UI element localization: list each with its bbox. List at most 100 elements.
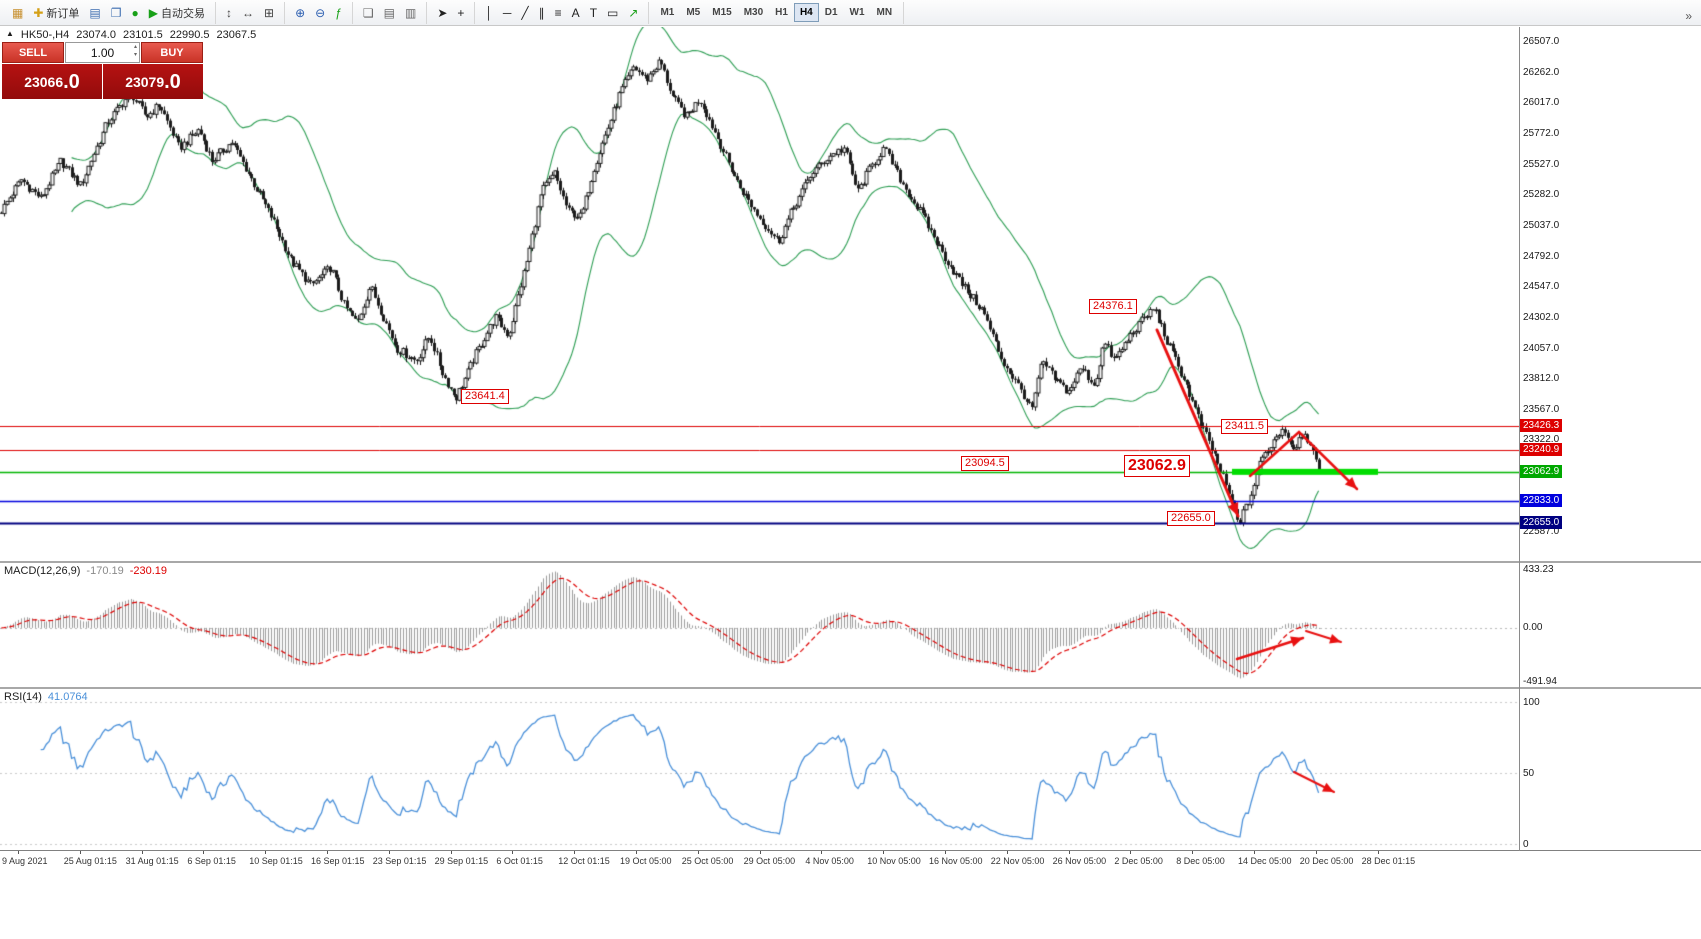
horizontal-line-tool-icon: ─ xyxy=(502,5,512,20)
market-watch-icon: ▤ xyxy=(89,5,101,20)
timeframe-mn[interactable]: MN xyxy=(876,7,893,18)
vertical-line-tool-icon: │ xyxy=(485,5,493,20)
arrow-tool-button[interactable]: ↗ xyxy=(623,2,643,24)
crosshair-tool-icon: + xyxy=(457,5,465,20)
web-trading-icon: ● xyxy=(131,5,139,20)
pane-separator[interactable] xyxy=(0,561,1701,563)
price-annotation[interactable]: 23641.4 xyxy=(461,389,509,404)
trendline-tool-button[interactable]: ╱ xyxy=(516,2,533,24)
sell-price-frac: .0 xyxy=(63,70,80,93)
price-annotation[interactable]: 23411.5 xyxy=(1221,419,1268,434)
shapes-tool-button[interactable]: ▭ xyxy=(602,2,623,24)
zoom-out-button[interactable]: ⊖ xyxy=(310,2,330,24)
main-toolbar: ▦ ✚ 新订单 ▤ ❐ ● ▶ 自动交易 ↕ ↔ ⊞ ⊕ ⊖ ƒ ❏ ▤ ▥ ➤ + │ ─ ╱ ∥ ≡ A T ▭ ↗ M1 M5 M15… xyxy=(0,0,1701,26)
new-chart-button[interactable]: ▦ xyxy=(7,2,28,24)
crosshair-tool-button[interactable]: + xyxy=(452,2,469,24)
indicators-button[interactable]: ƒ xyxy=(330,2,347,24)
label-tool-button[interactable]: T xyxy=(585,2,602,24)
sell-price-main: 23066 xyxy=(24,73,64,90)
timeframe-w1[interactable]: W1 xyxy=(849,7,865,18)
market-watch-button[interactable]: ▤ xyxy=(84,2,105,24)
auto-trading-icon: ▶ xyxy=(148,5,158,20)
buy-button[interactable]: BUY xyxy=(141,42,203,63)
grid-toggle-button[interactable]: ⊞ xyxy=(259,2,279,24)
tile-horizontally-button[interactable]: ▤ xyxy=(379,2,400,24)
channel-tool-button[interactable]: ∥ xyxy=(534,2,550,24)
macd-indicator-canvas[interactable] xyxy=(0,563,1519,687)
chart-ohlc-header: ▲ HK50-,H4 23074.0 23101.5 22990.5 23067… xyxy=(6,29,256,41)
spin-down-icon[interactable]: ▾ xyxy=(133,52,137,58)
symbol-marker-icon: ▲ xyxy=(6,29,14,38)
timeframe-m15[interactable]: M15 xyxy=(712,7,732,18)
auto-scale-icon: ↕ xyxy=(226,5,232,20)
channel-tool-icon: ∥ xyxy=(538,5,545,20)
rsi-name: RSI(14) xyxy=(4,691,42,703)
toolbar-overflow-button[interactable]: » xyxy=(1685,9,1692,23)
time-scale[interactable] xyxy=(0,851,1701,872)
rsi-value: 41.0764 xyxy=(47,691,88,703)
timeframe-d1[interactable]: D1 xyxy=(824,7,838,18)
arrow-tool-icon: ↗ xyxy=(628,5,639,20)
sell-price-button[interactable]: 23066 .0 xyxy=(2,64,102,99)
toolbar-group: ▦ ✚ 新订单 ▤ ❐ ● ▶ 自动交易 xyxy=(2,1,216,24)
ohlc-close: 23067.5 xyxy=(216,29,257,41)
zoom-in-icon: ⊕ xyxy=(295,5,306,20)
shapes-tool-icon: ▭ xyxy=(607,5,619,20)
ohlc-high: 23101.5 xyxy=(122,29,163,41)
price-scale[interactable] xyxy=(1520,27,1701,850)
zoom-in-button[interactable]: ⊕ xyxy=(290,2,310,24)
macd-value: -170.19 xyxy=(86,565,124,577)
horizontal-line-tool-button[interactable]: ─ xyxy=(498,2,517,24)
vertical-line-tool-button[interactable]: │ xyxy=(480,2,498,24)
price-annotation[interactable]: 24376.1 xyxy=(1089,299,1137,314)
macd-indicator-label: MACD(12,26,9) -170.19 -230.19 xyxy=(4,565,167,577)
volume-input[interactable]: 1.00 ▴ ▾ xyxy=(65,42,140,63)
fibonacci-tool-button[interactable]: ≡ xyxy=(550,2,567,24)
price-chart-canvas[interactable] xyxy=(0,27,1519,561)
macd-scale-zero: 0.00 xyxy=(1523,621,1543,633)
macd-scale-bottom: -491.94 xyxy=(1523,676,1557,687)
tile-vertically-button[interactable]: ▥ xyxy=(400,2,421,24)
toolbar-group: ➤ + xyxy=(427,1,476,24)
new-chart-icon: ▦ xyxy=(12,5,24,20)
tile-vertically-icon: ▥ xyxy=(404,5,417,20)
buy-price-button[interactable]: 23079 .0 xyxy=(103,64,203,99)
timeframe-m30[interactable]: M30 xyxy=(743,7,764,18)
timeframe-h4[interactable]: H4 xyxy=(793,3,819,22)
fibonacci-tool-icon: ≡ xyxy=(554,5,562,20)
web-trading-button[interactable]: ● xyxy=(127,2,144,24)
toolbar-group: ↕ ↔ ⊞ xyxy=(216,1,286,24)
rsi-indicator-label: RSI(14) 41.0764 xyxy=(4,691,88,703)
timeframe-h1[interactable]: H1 xyxy=(775,7,788,18)
navigator-button[interactable]: ❐ xyxy=(106,2,127,24)
new-order-label: 新订单 xyxy=(46,7,80,20)
pane-separator[interactable] xyxy=(0,687,1701,689)
volume-spinner[interactable]: ▴ ▾ xyxy=(134,43,137,59)
chart-shift-button[interactable]: ↔ xyxy=(237,2,259,24)
cursor-tool-button[interactable]: ➤ xyxy=(432,2,452,24)
timeframe-m5[interactable]: M5 xyxy=(686,7,701,18)
new-order-icon: ✚ xyxy=(33,5,44,20)
tile-horizontally-icon: ▤ xyxy=(383,5,395,20)
buy-price-frac: .0 xyxy=(164,70,181,93)
timeframe-m1[interactable]: M1 xyxy=(660,7,675,18)
symbol-period-label: HK50-,H4 xyxy=(20,29,70,41)
bottom-margin xyxy=(0,872,1701,939)
price-annotation[interactable]: 23094.5 xyxy=(961,456,1009,471)
new-order-button[interactable]: ✚ 新订单 xyxy=(28,2,84,24)
auto-scale-button[interactable]: ↕ xyxy=(221,2,237,24)
grid-toggle-icon: ⊞ xyxy=(264,5,275,20)
sell-button[interactable]: SELL xyxy=(2,42,64,63)
auto-trading-label: 自动交易 xyxy=(161,7,205,20)
text-tool-button[interactable]: A xyxy=(567,2,585,24)
spin-up-icon[interactable]: ▴ xyxy=(133,44,137,50)
cascade-windows-button[interactable]: ❏ xyxy=(358,2,379,24)
price-annotation[interactable]: 22655.0 xyxy=(1167,511,1215,526)
price-annotation[interactable]: 23062.9 xyxy=(1124,455,1190,477)
price-axis-separator xyxy=(1519,27,1520,851)
auto-trading-button[interactable]: ▶ 自动交易 xyxy=(144,2,210,24)
toolbar-group: ⊕ ⊖ ƒ xyxy=(285,1,353,24)
volume-value: 1.00 xyxy=(90,45,115,60)
rsi-indicator-canvas[interactable] xyxy=(0,689,1519,850)
